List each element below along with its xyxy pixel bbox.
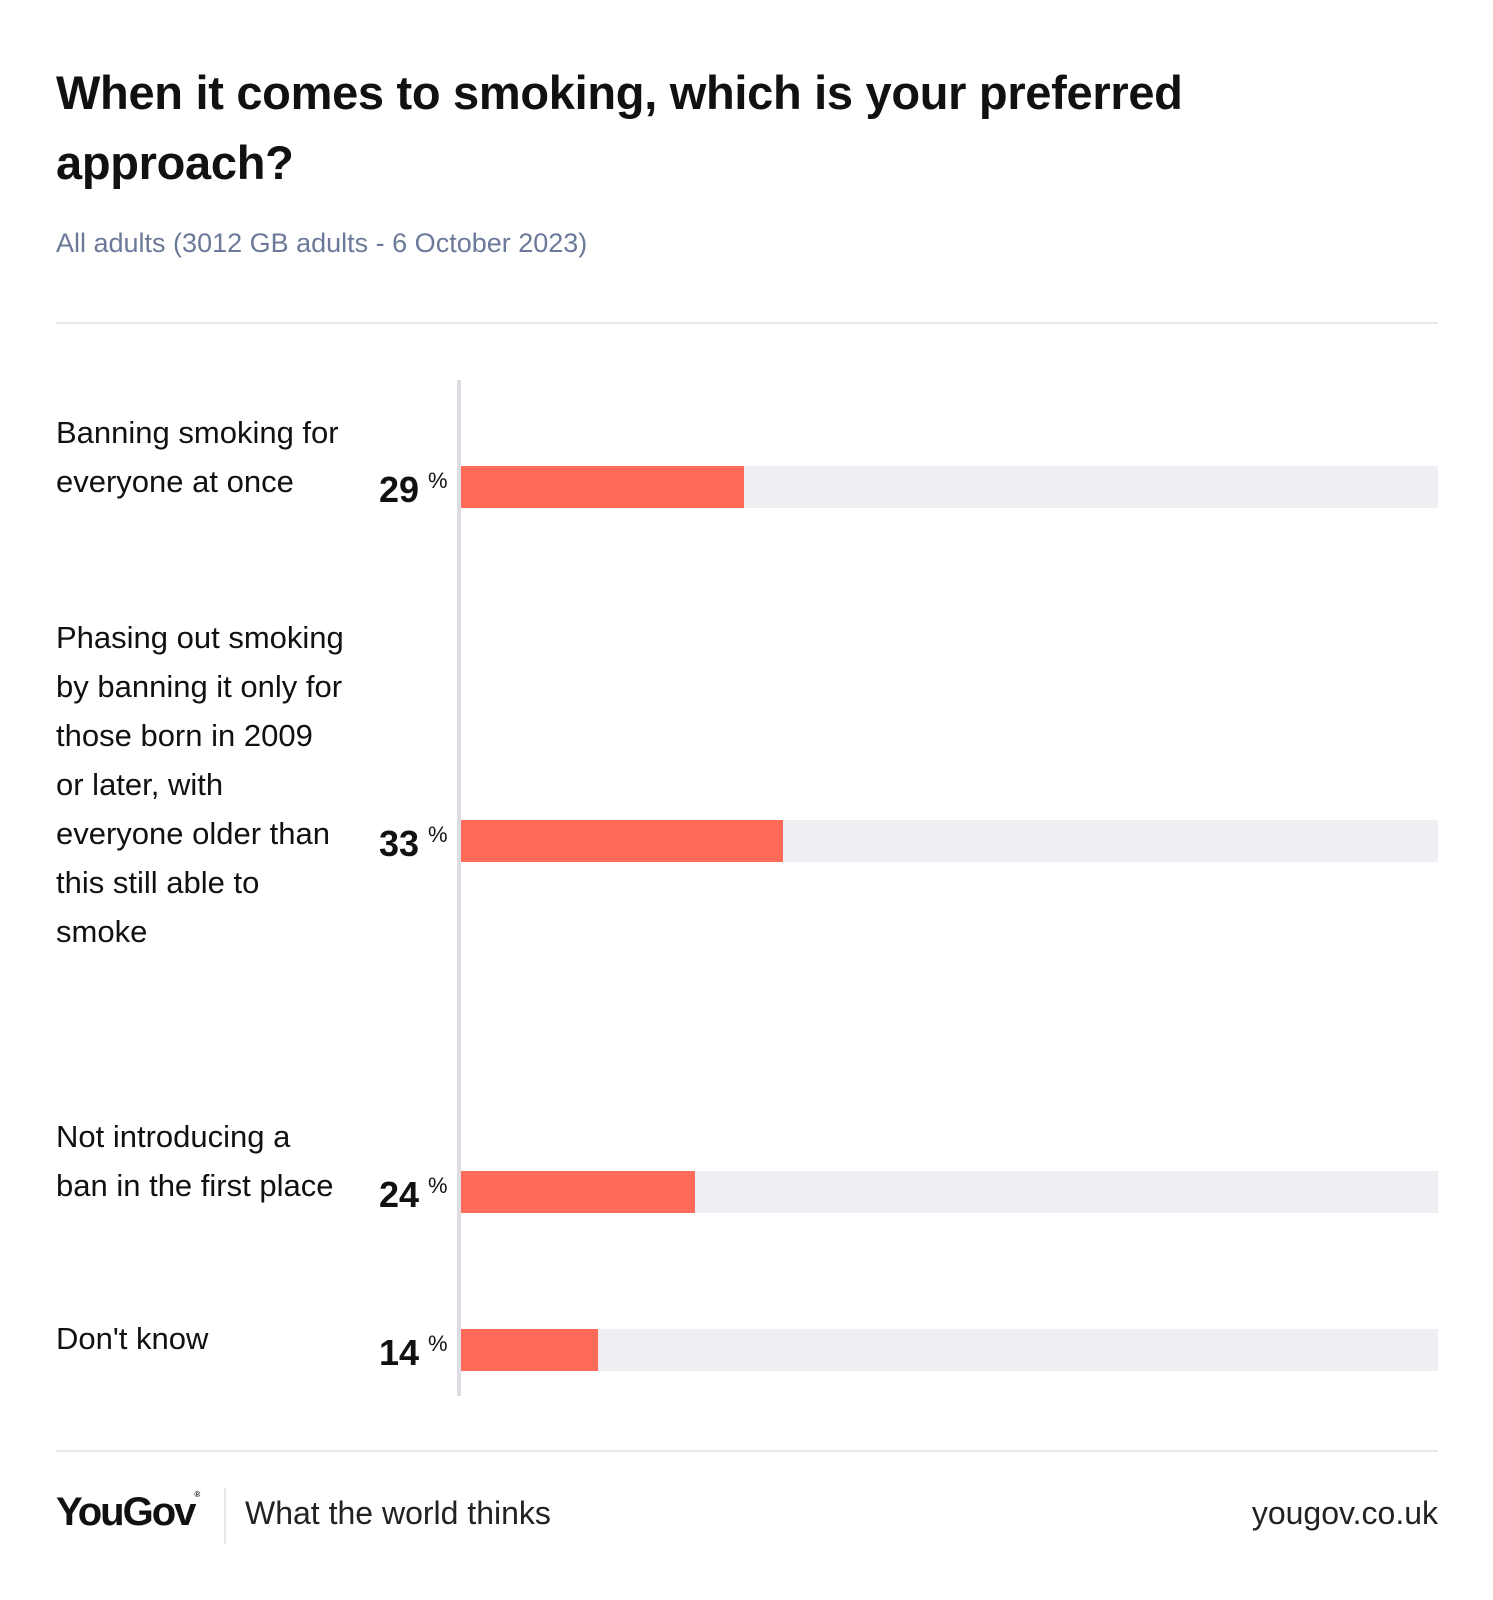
chart-subtitle: All adults (3012 GB adults - 6 October 2…	[56, 228, 588, 258]
chart-title: When it comes to smoking, which is your …	[56, 66, 1183, 189]
bar	[461, 820, 783, 862]
bottom-divider	[56, 1450, 1438, 1452]
category-label: Banning smoking for everyone at once	[56, 415, 339, 499]
percent-sign: %	[428, 822, 448, 847]
data-label: 33	[378, 823, 419, 864]
category-label: Phasing out smoking by banning it only f…	[56, 620, 344, 949]
percent-sign: %	[428, 468, 448, 493]
data-label: 14	[378, 1332, 419, 1373]
yougov-logo: YouGov®	[56, 1490, 201, 1534]
data-label: 24	[378, 1174, 419, 1215]
baseline-axis	[457, 380, 461, 1396]
category-label: Don't know	[56, 1321, 209, 1356]
top-divider	[56, 322, 1438, 324]
bar-track	[461, 1329, 1438, 1371]
footer-tagline: What the world thinks	[245, 1495, 551, 1531]
category-label: Not introducing a ban in the first place	[56, 1119, 334, 1203]
bar	[461, 466, 744, 508]
bar	[461, 1171, 695, 1213]
bar	[461, 1329, 598, 1371]
percent-sign: %	[428, 1173, 448, 1198]
data-label: 29	[378, 469, 419, 510]
footer-url[interactable]: yougov.co.uk	[1251, 1495, 1438, 1531]
footer-separator	[224, 1488, 226, 1544]
percent-sign: %	[428, 1331, 448, 1356]
